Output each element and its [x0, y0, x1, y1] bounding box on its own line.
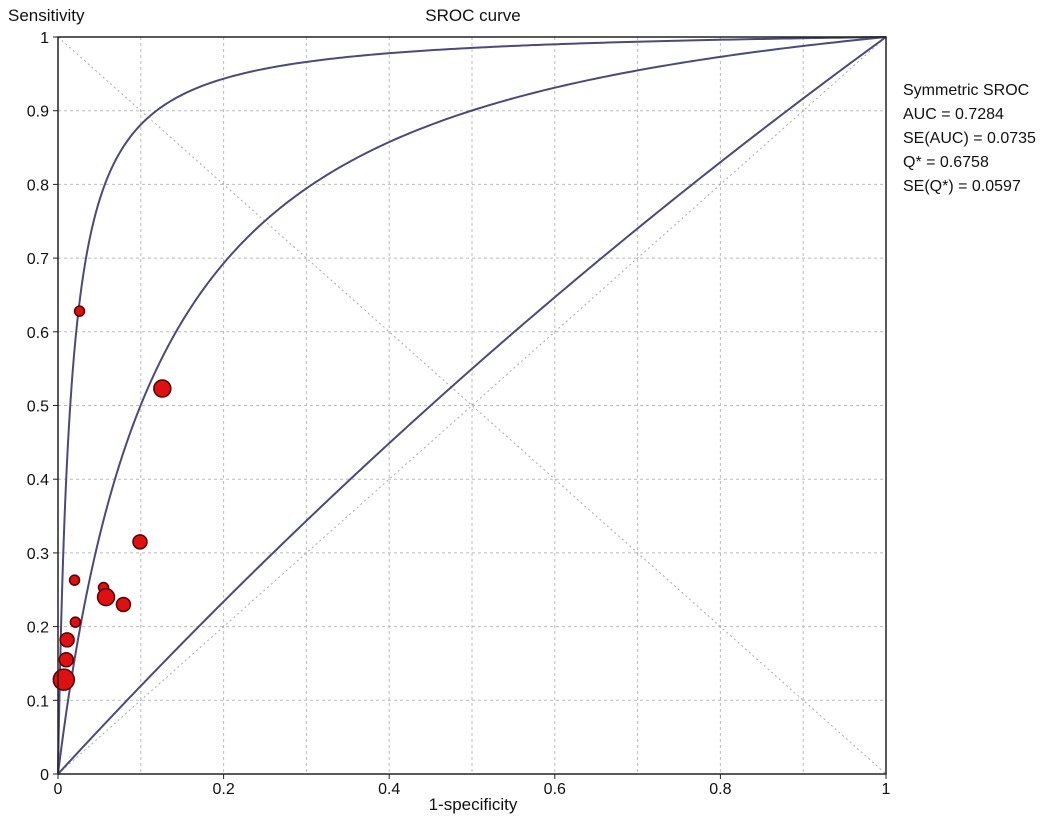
- study-point: [132, 534, 148, 550]
- x-tick-label: 0: [54, 781, 63, 798]
- sroc-curve-symmetric-sroc: [57, 36, 887, 775]
- x-tick-label: 0.4: [378, 781, 400, 798]
- study-point: [96, 587, 116, 607]
- study-point: [58, 652, 75, 668]
- y-tick-label: 0.6: [27, 325, 49, 342]
- study-point: [52, 668, 76, 691]
- x-tick-label: 0.2: [212, 781, 234, 798]
- study-point: [73, 305, 86, 317]
- x-axis-label: 1-specificity: [429, 795, 518, 814]
- y-axis-label: Sensitivity: [8, 6, 85, 25]
- sroc-stats: Symmetric SROC AUC = 0.7284 SE(AUC) = 0.…: [903, 79, 1036, 199]
- y-tick-label: 0.9: [27, 104, 49, 121]
- y-tick-label: 0.8: [27, 177, 49, 194]
- y-tick-label: 1: [40, 30, 49, 47]
- study-point: [153, 379, 172, 398]
- axes: [53, 36, 887, 779]
- y-tick-label: 0.3: [27, 546, 49, 563]
- sroc-curve-upper-bound: [57, 36, 887, 774]
- chart-title: SROC curve: [425, 6, 520, 25]
- study-point: [68, 574, 81, 586]
- study-points: [52, 305, 172, 691]
- stats-heading: Symmetric SROC: [903, 82, 1030, 99]
- study-point: [115, 596, 132, 613]
- sroc-curve-lower-bound: [57, 36, 887, 775]
- study-point: [59, 632, 75, 648]
- y-tick-label: 0.7: [27, 251, 49, 268]
- stat-se-q-star: SE(Q*) = 0.0597: [903, 178, 1021, 195]
- study-point: [69, 616, 82, 628]
- y-tick-label: 0.2: [27, 620, 49, 637]
- tick-labels: 0 0.1 0.2 0.3 0.4 0.5 0.6 0.7 0.8 0.9 1 0 0.2 0.4 0.6 0…: [27, 30, 891, 798]
- y-tick-label: 0.4: [27, 472, 49, 489]
- stat-auc: AUC = 0.7284: [903, 106, 1004, 123]
- y-tick-label: 0.5: [27, 399, 49, 416]
- x-tick-label: 0.6: [544, 781, 566, 798]
- stat-q-star: Q* = 0.6758: [903, 154, 989, 171]
- curves: [57, 36, 887, 775]
- y-tick-label: 0: [40, 767, 49, 784]
- y-tick-label: 0.1: [27, 693, 49, 710]
- x-tick-label: 0.8: [709, 781, 731, 798]
- x-tick-label: 1: [882, 781, 891, 798]
- stat-se-auc: SE(AUC) = 0.0735: [903, 130, 1036, 147]
